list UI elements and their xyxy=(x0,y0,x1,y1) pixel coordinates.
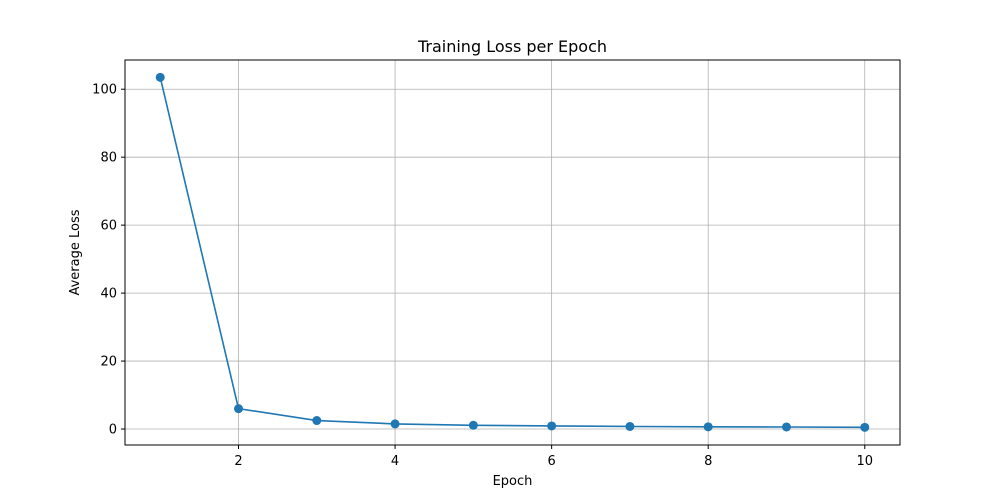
loss-point xyxy=(625,421,635,431)
x-tick-label: 8 xyxy=(704,454,712,469)
loss-point xyxy=(390,419,400,429)
x-tick-label: 2 xyxy=(234,454,242,469)
y-axis-label: Average Loss xyxy=(68,209,83,295)
loss-series-line xyxy=(159,77,865,429)
loss-point xyxy=(547,421,557,431)
grid xyxy=(125,60,900,445)
x-axis: 2 4 6 8 10 xyxy=(234,445,873,469)
loss-point xyxy=(234,404,244,414)
y-tick-label: 20 xyxy=(100,355,117,370)
y-tick-label: 60 xyxy=(100,219,117,234)
y-tick-label: 80 xyxy=(100,151,117,166)
y-tick-label: 0 xyxy=(109,423,117,438)
x-axis-label: Epoch xyxy=(493,474,533,489)
x-tick-label: 10 xyxy=(856,454,873,469)
series-layer xyxy=(155,72,870,432)
x-tick-label: 4 xyxy=(391,454,399,469)
loss-point xyxy=(468,420,478,430)
loss-point xyxy=(781,422,791,432)
loss-point xyxy=(312,416,322,426)
chart-title: Training Loss per Epoch xyxy=(417,37,607,56)
plot-frame xyxy=(124,59,901,446)
x-tick-label: 6 xyxy=(548,454,556,469)
loss-point xyxy=(155,72,165,82)
y-tick-label: 100 xyxy=(92,83,117,98)
y-axis: 0 20 40 60 80 100 xyxy=(92,83,125,438)
loss-point xyxy=(703,422,713,432)
y-tick-label: 40 xyxy=(100,287,117,302)
loss-point xyxy=(860,422,870,432)
